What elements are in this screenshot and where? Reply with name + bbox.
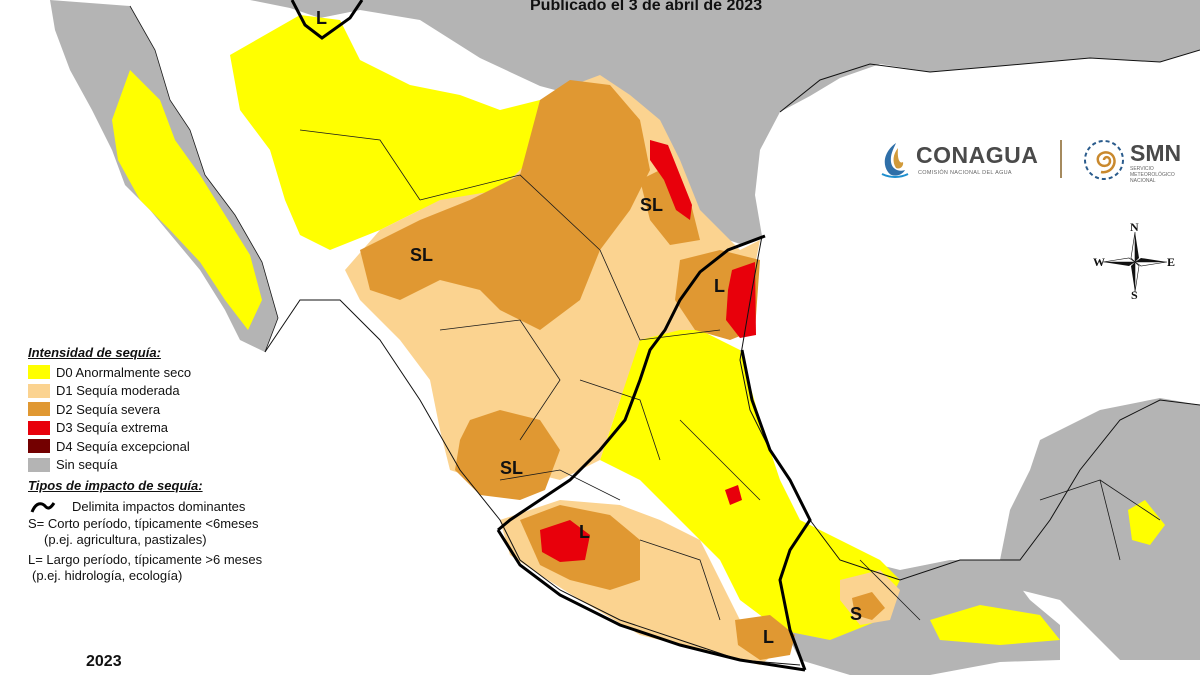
legend-label-sin-sequia: Sin sequía (56, 457, 118, 473)
legend-item-d1: D1 Sequía moderada (28, 382, 358, 401)
compass-east: E (1167, 255, 1176, 269)
legend-label-d0: D0 Anormalmente seco (56, 364, 192, 380)
map-year: 2023 (86, 653, 122, 670)
region-label-sl-north-central: SL (410, 245, 434, 265)
logo-divider (1060, 140, 1062, 178)
legend-delimiter-label: Delimita impactos dominantes (72, 499, 246, 514)
region-label-l-michoacan: L (579, 522, 590, 542)
drought-d3 (540, 140, 756, 562)
smn-spiral-icon (1084, 140, 1124, 180)
legend-item-d0: D0 Anormalmente seco (28, 363, 358, 382)
smn-subtitle: SERVICIO METEOROLÓGICO NACIONAL (1130, 166, 1175, 184)
state-borders (129, 5, 1161, 621)
legend-label-d4: D4 Sequía excepcional (56, 438, 190, 454)
legend-swatch-d2 (28, 402, 50, 417)
legend-short-term-line1: S= Corto período, típicamente <6meses (28, 516, 259, 531)
coastline (264, 49, 1200, 666)
legend-long-term: L= Largo período, típicamente >6 meses (… (28, 552, 358, 584)
compass-star-icon (1102, 231, 1168, 293)
compass-rose: N S E W (1093, 220, 1177, 302)
region-label-s-southeast: S (850, 604, 863, 624)
impact-delimiters (290, 0, 812, 672)
compass-west: W (1093, 255, 1105, 269)
legend-swatch-d0 (28, 365, 50, 380)
legend-short-term: S= Corto período, típicamente <6meses (p… (28, 516, 358, 548)
legend-swatch-d3 (28, 420, 50, 435)
legend-swatch-sin-sequia (28, 457, 50, 472)
conagua-name: CONAGUA (916, 142, 1039, 168)
smn-logo: SMN SERVICIO METEOROLÓGICO NACIONAL (1082, 138, 1197, 184)
legend: Intensidad de sequía: D0 Anormalmente se… (28, 345, 358, 588)
smn-name: SMN (1130, 140, 1182, 166)
region-label-l-north: L (316, 8, 327, 28)
compass-south: S (1131, 288, 1138, 302)
legend-swatch-d4 (28, 439, 50, 454)
region-label-l-gulf: L (714, 276, 725, 296)
region-label-sl-west: SL (500, 458, 524, 478)
legend-item-d3: D3 Sequía extrema (28, 419, 358, 438)
legend-swatch-d1 (28, 383, 50, 398)
conagua-emblem-icon (881, 143, 909, 178)
conagua-subtitle: COMISIÓN NACIONAL DEL AGUA (918, 170, 1012, 176)
compass-north: N (1130, 220, 1139, 234)
legend-short-term-line2: (p.ej. agricultura, pastizales) (44, 532, 207, 547)
delimiter-line-icon (30, 501, 56, 513)
legend-item-sin-sequia: Sin sequía (28, 456, 358, 475)
conagua-logo: CONAGUA COMISIÓN NACIONAL DEL AGUA (878, 140, 1048, 184)
yucatan-peninsula (1000, 398, 1200, 660)
legend-long-term-line1: L= Largo período, típicamente >6 meses (28, 552, 263, 567)
agency-logos: CONAGUA COMISIÓN NACIONAL DEL AGUA SMN S… (870, 136, 1200, 186)
legend-impact-title: Tipos de impacto de sequía: (28, 478, 203, 493)
legend-delimiter-row: Delimita impactos dominantes (28, 499, 358, 514)
legend-long-term-line2: (p.ej. hidrología, ecología) (32, 568, 183, 583)
region-label-sl-northeast: SL (640, 195, 664, 215)
region-label-l-south: L (763, 627, 774, 647)
legend-label-d3: D3 Sequía extrema (56, 420, 169, 436)
legend-intensity-title: Intensidad de sequía: (28, 345, 161, 360)
legend-label-d1: D1 Sequía moderada (56, 383, 180, 399)
legend-item-d4: D4 Sequía excepcional (28, 437, 358, 456)
map-title: Publicado el 3 de abril de 2023 (530, 0, 763, 14)
legend-item-d2: D2 Sequía severa (28, 400, 358, 419)
legend-label-d2: D2 Sequía severa (56, 401, 161, 417)
